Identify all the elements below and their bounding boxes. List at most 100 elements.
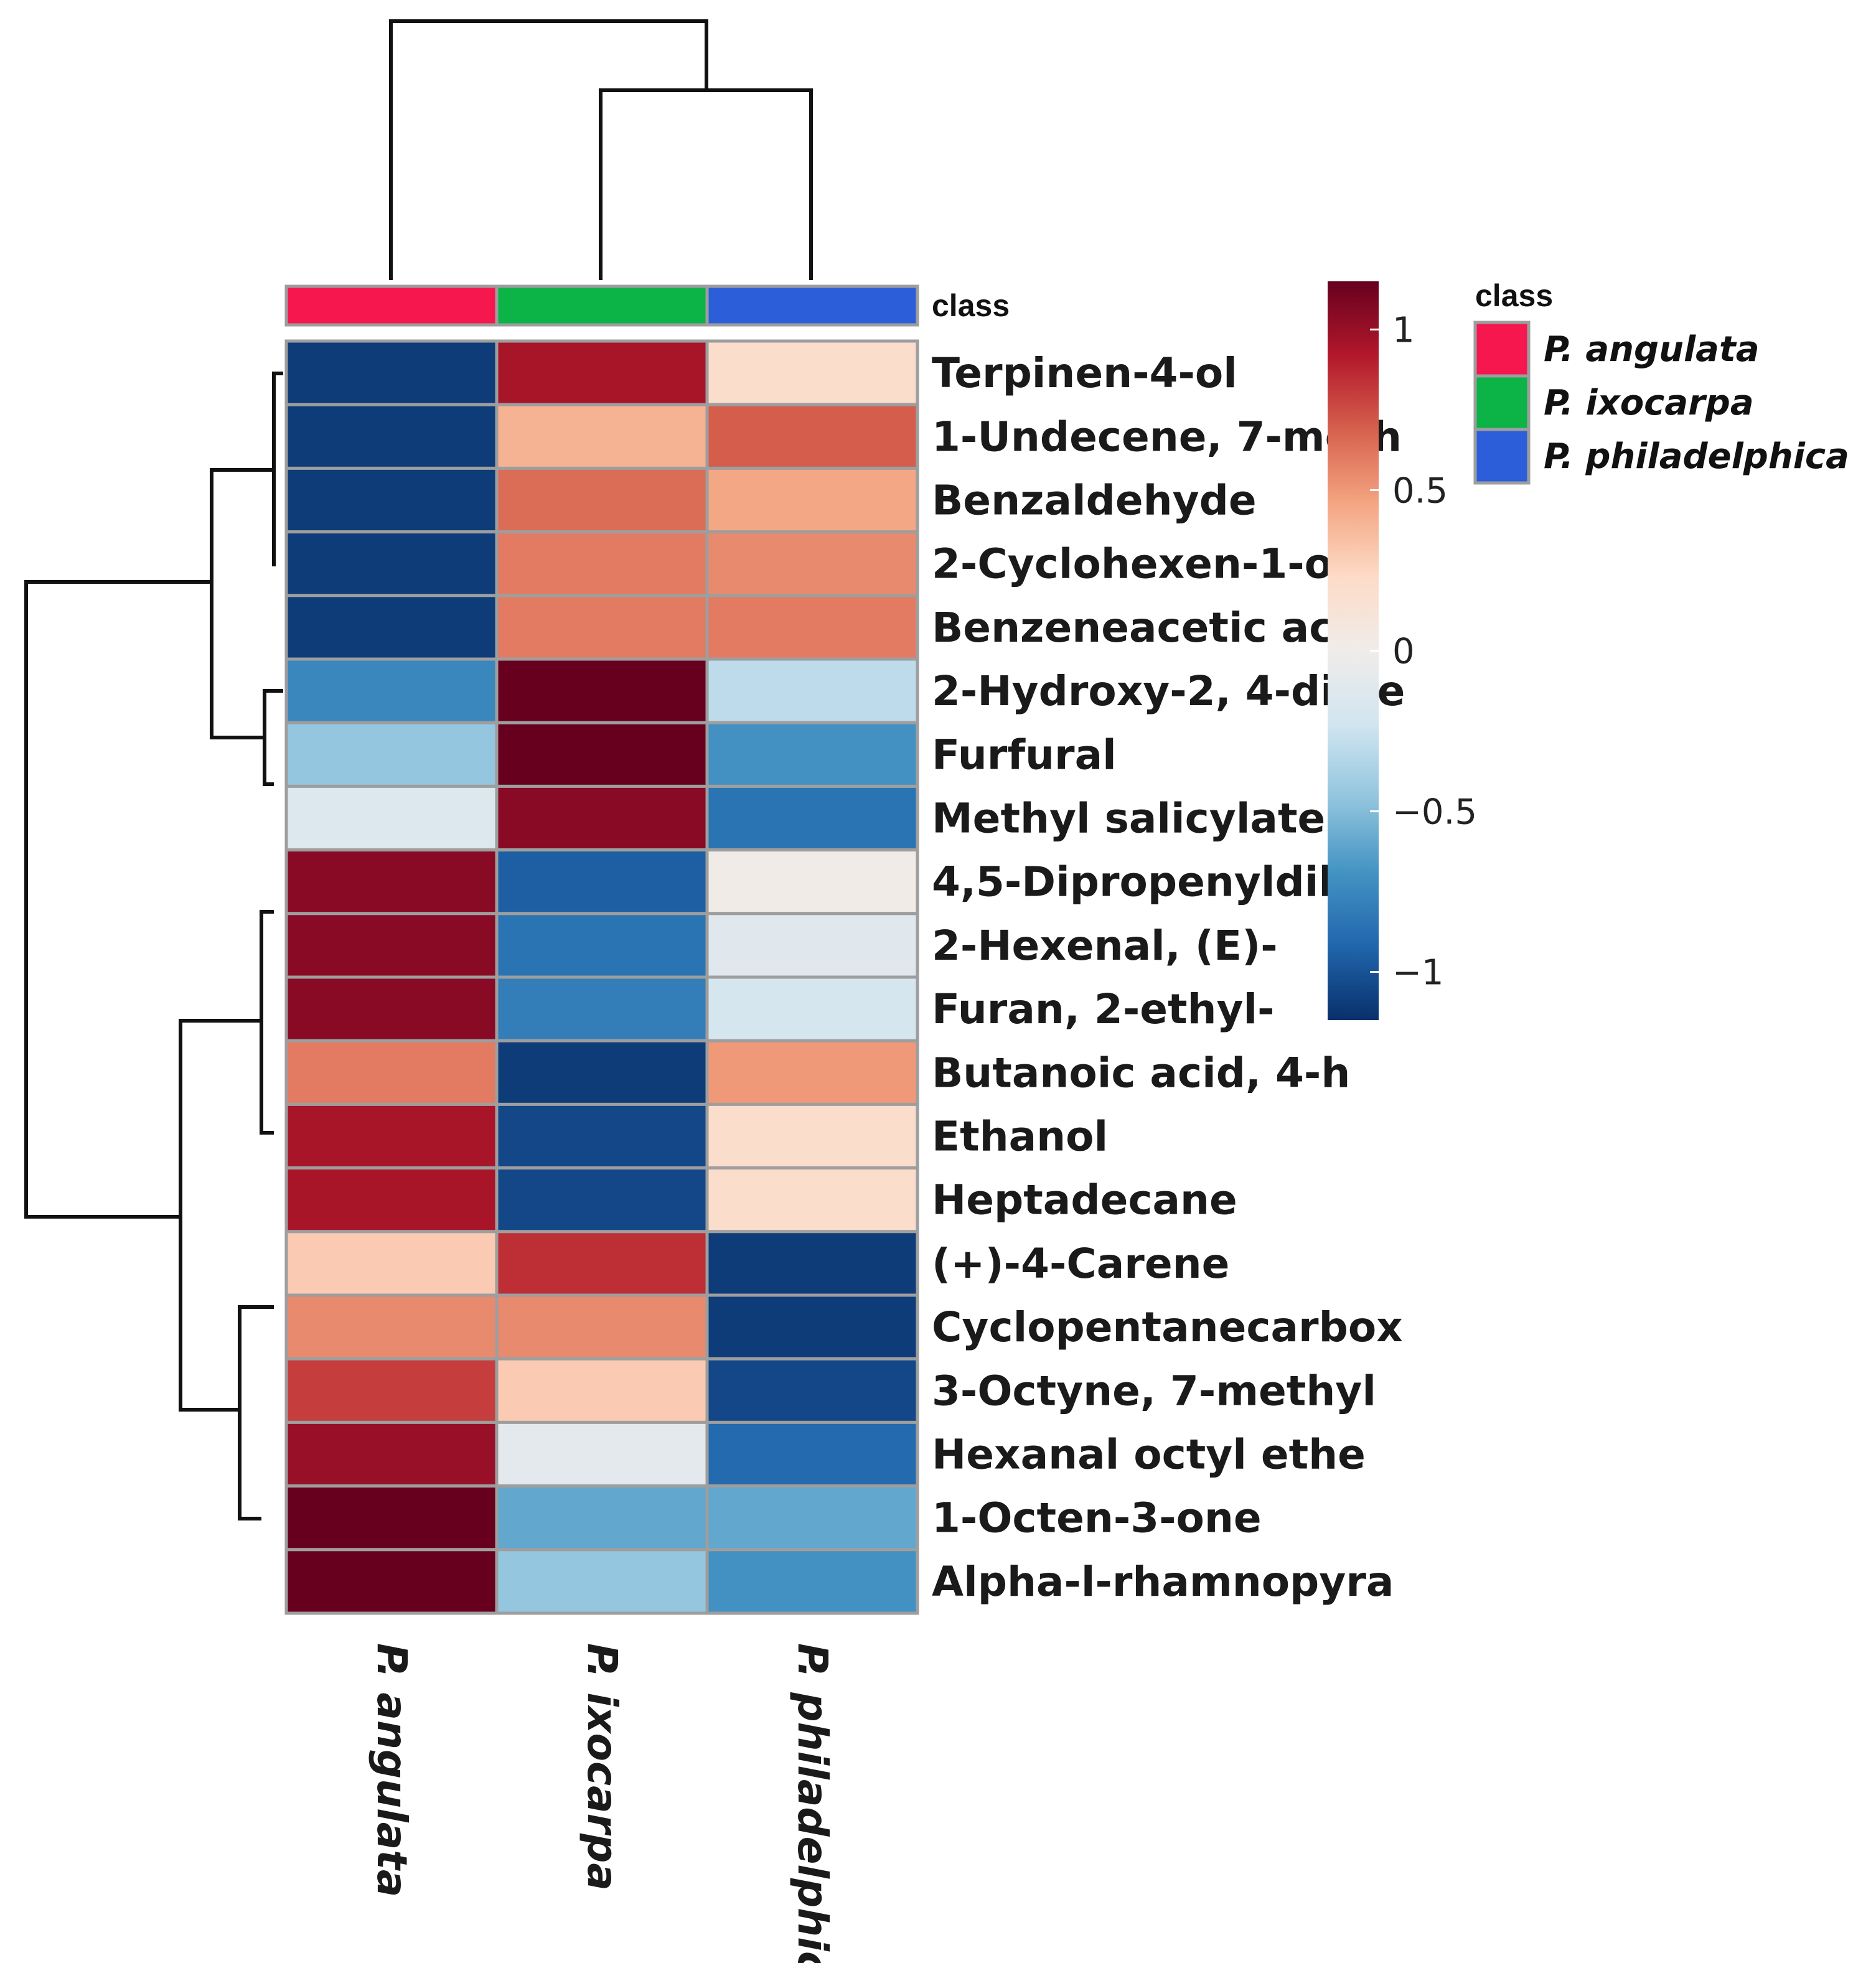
heatmap-cell: [495, 1293, 709, 1361]
heatmap-cell: [705, 403, 919, 470]
legend-swatch: [1473, 374, 1531, 431]
row-label: (+)-4-Carene: [932, 1240, 1229, 1288]
row-label: Butanoic acid, 4-h: [932, 1049, 1350, 1097]
color-scale-tick-label: −1: [1392, 953, 1444, 993]
heatmap-cell: [705, 1357, 919, 1424]
heatmap-cell: [705, 975, 919, 1042]
row-dendrogram-top-cluster: [210, 468, 274, 739]
heatmap-cell: [495, 848, 709, 916]
heatmap-cell: [705, 1166, 919, 1234]
heatmap-cell: [495, 594, 709, 661]
row-label: Terpinen-4-ol: [932, 349, 1237, 397]
heatmap-cell: [284, 530, 499, 597]
color-scale-tick-label: −0.5: [1392, 792, 1477, 833]
heatmap-cells: [284, 339, 919, 1615]
column-dendrogram: [389, 19, 813, 280]
class-bar-cell: [705, 284, 919, 327]
heatmap-cell: [705, 1102, 919, 1170]
class-bar-cell: [495, 284, 709, 327]
heatmap-cell: [705, 1039, 919, 1106]
heatmap-cell: [495, 1548, 709, 1615]
column-label: P. ixocarpa: [578, 1643, 626, 1891]
class-bar-label: class: [932, 288, 1010, 323]
row-label: Methyl salicylate: [932, 795, 1325, 843]
row-label: Cyclopentanecarbox: [932, 1303, 1403, 1351]
heatmap-cell: [284, 1166, 499, 1234]
row-label: 1-Undecene, 7-meth: [932, 413, 1402, 461]
heatmap-cell: [495, 466, 709, 534]
color-scale-tick-label: 0: [1392, 632, 1415, 672]
heatmap-cell: [705, 721, 919, 788]
row-label: Alpha-l-rhamnopyra: [932, 1558, 1394, 1606]
heatmap-cell: [284, 1230, 499, 1297]
heatmap-cell: [284, 1484, 499, 1552]
heatmap-cell: [495, 721, 709, 788]
heatmap-cell: [495, 912, 709, 979]
heatmap-cell: [284, 1102, 499, 1170]
heatmap-cell: [495, 403, 709, 470]
heatmap-cell: [284, 466, 499, 534]
column-dendrogram-branch: [599, 88, 813, 280]
heatmap-cell: [705, 784, 919, 852]
heatmap-cell: [495, 1420, 709, 1488]
heatmap-cell: [284, 1293, 499, 1361]
row-dendrogram: [24, 372, 283, 1520]
heatmap-cell: [284, 1039, 499, 1106]
row-label: Benzaldehyde: [932, 477, 1257, 525]
heatmap-cell: [284, 848, 499, 916]
heatmap-cell: [705, 1484, 919, 1552]
color-scale-ticks: 1 0.5 0 −0.5 −1: [1370, 310, 1477, 993]
legend-swatch: [1473, 321, 1531, 378]
legend-label: P. philadelphica: [1544, 436, 1849, 477]
heatmap-cell: [705, 594, 919, 661]
heatmap-cell: [284, 975, 499, 1042]
heatmap-cell: [284, 403, 499, 470]
column-labels: P. angulata P. ixocarpa P. philadelphica: [368, 1643, 837, 1963]
row-label: 2-Hexenal, (E)-: [932, 922, 1278, 970]
legend-title: class: [1475, 278, 1553, 313]
heatmap-cell: [495, 1230, 709, 1297]
legend-items: P. angulata P. ixocarpa P. philadelphica: [1473, 321, 1849, 485]
heatmap-cell: [705, 466, 919, 534]
heatmap-cell: [705, 1230, 919, 1297]
row-dendrogram-top-sub1: [272, 372, 283, 566]
row-dendrogram-bottom-sub2: [238, 1305, 274, 1520]
heatmap-cell: [705, 912, 919, 979]
heatmap-cell: [495, 530, 709, 597]
column-label: P. angulata: [368, 1643, 416, 1897]
color-scale: 1 0.5 0 −0.5 −1: [1328, 281, 1477, 1020]
heatmap-cell: [705, 339, 919, 406]
row-dendrogram-top-sub2: [263, 689, 283, 786]
column-dendrogram-root: [389, 19, 708, 280]
heatmap-cell: [495, 1039, 709, 1106]
row-label: Hexanal octyl ethe: [932, 1431, 1366, 1479]
row-label: Ethanol: [932, 1113, 1108, 1161]
color-scale-tick-label: 1: [1392, 310, 1415, 350]
heatmap-cell: [495, 975, 709, 1042]
heatmap-cell: [284, 594, 499, 661]
row-label: 2-Hydroxy-2, 4-dime: [932, 667, 1405, 715]
heatmap-cell: [495, 1357, 709, 1424]
heatmap-cell: [284, 339, 499, 406]
legend-label: P. angulata: [1544, 329, 1760, 370]
color-scale-tick-label: 0.5: [1392, 471, 1448, 511]
heatmap-cell: [705, 1548, 919, 1615]
class-bar-cell: [284, 284, 499, 327]
heatmap-cell: [495, 1102, 709, 1170]
heatmap-cell: [284, 784, 499, 852]
row-label: Benzeneacetic acid: [932, 604, 1377, 652]
heatmap-cell: [284, 657, 499, 724]
heatmap-cell: [284, 721, 499, 788]
heatmap-cell: [495, 784, 709, 852]
row-dendrogram-bottom-cluster: [179, 1019, 261, 1412]
heatmap-cell: [705, 848, 919, 916]
row-label: Heptadecane: [932, 1176, 1237, 1224]
heatmap-cell: [705, 530, 919, 597]
row-label: Furan, 2-ethyl-: [932, 985, 1275, 1033]
heatmap-cell: [495, 339, 709, 406]
class-annotation-bar: [284, 284, 919, 327]
legend-label: P. ixocarpa: [1544, 383, 1754, 423]
row-label: 4,5-Dipropenyldihy: [932, 858, 1374, 906]
heatmap-cell: [284, 1357, 499, 1424]
